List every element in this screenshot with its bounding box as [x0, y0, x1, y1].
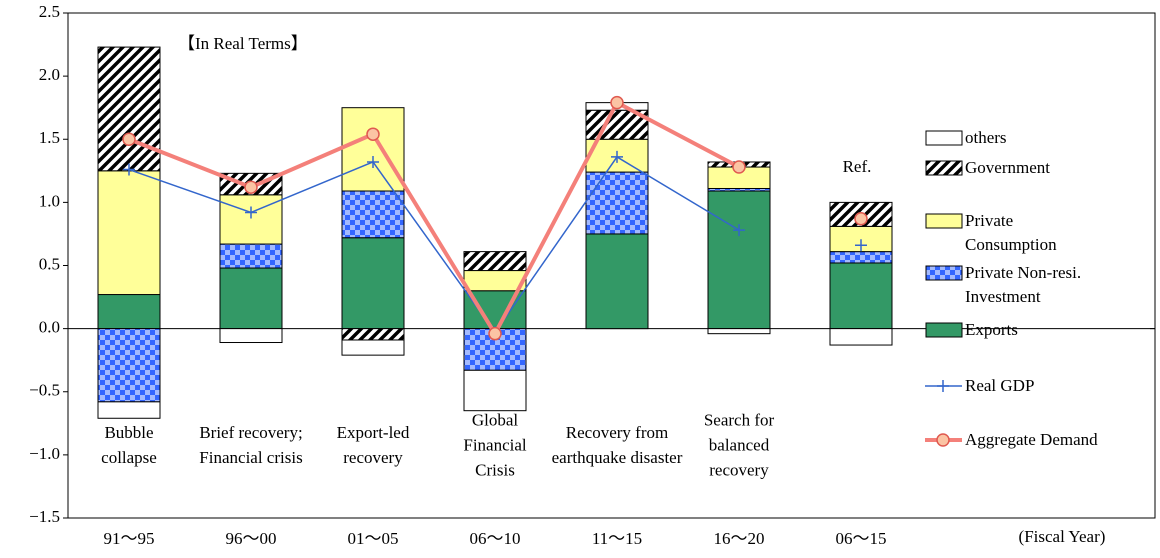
x-tick-label: 96～00: [226, 529, 277, 548]
bar-segment: [463, 251, 527, 272]
bar-segment: [97, 46, 161, 172]
legend-swatch: [925, 265, 963, 281]
bar-segment: [341, 339, 405, 356]
line-marker: [610, 95, 624, 110]
line-marker: [733, 224, 745, 237]
bar-segment: [463, 270, 527, 292]
legend-label: others: [965, 128, 1007, 147]
bar-segment: [219, 328, 283, 344]
bar-segment: [829, 251, 893, 264]
annotation: Ref.: [843, 157, 872, 176]
period-label: Brief recovery; Financial crisis: [199, 423, 303, 467]
legend-label: Private Consumption: [965, 211, 1057, 254]
line-marker: [732, 160, 746, 174]
x-tick-label: 06～10: [470, 529, 521, 548]
bar-segment: [463, 290, 527, 330]
legend-swatch: [925, 160, 963, 176]
legend-swatch: [925, 213, 963, 229]
bar-segment: [829, 328, 893, 346]
subtitle: 【In Real Terms】: [178, 34, 308, 53]
period-label: Global Financial Crisis: [463, 410, 527, 480]
period-label: Search for balanced recovery: [703, 410, 775, 480]
y-tick-label: 0.5: [39, 254, 60, 273]
bar-segment: [219, 267, 283, 330]
legend-label: Aggregate Demand: [965, 430, 1098, 449]
bar-segment: [341, 190, 405, 239]
line-marker: [367, 155, 379, 168]
period-label: Export-led recovery: [336, 423, 410, 467]
y-tick-label: 1.0: [39, 191, 60, 210]
line-marker: [366, 127, 380, 141]
bar-segment: [585, 171, 649, 235]
legend-label: Real GDP: [965, 376, 1035, 395]
legend-label: Private Non-resi. Investment: [965, 263, 1082, 306]
y-tick-label: −1.0: [29, 444, 60, 463]
period-label: Bubble collapse: [101, 423, 157, 467]
bar-segment: [97, 328, 161, 403]
line-marker: [854, 212, 868, 226]
period-label: Recovery from earthquake disaster: [551, 423, 683, 467]
line-marker: [245, 206, 257, 219]
y-tick-label: 0.0: [39, 318, 60, 337]
bar-segment: [585, 233, 649, 330]
bar-segment: [341, 237, 405, 330]
bar-segment: [219, 194, 283, 245]
line: [128, 99, 740, 338]
x-axis-label: (Fiscal Year): [1019, 527, 1106, 546]
line: [128, 155, 740, 334]
legend-marker: [936, 433, 950, 447]
x-tick-label: 91～95: [104, 529, 155, 548]
line-marker: [122, 132, 136, 146]
bar-segment: [97, 401, 161, 419]
x-tick-label: 11～15: [592, 529, 642, 548]
bar-segment: [341, 328, 405, 341]
x-tick-label: 06～15: [836, 529, 887, 548]
line-marker: [244, 180, 258, 194]
line-marker: [855, 239, 867, 252]
legend-label: Exports: [965, 320, 1018, 339]
bar-segment: [341, 107, 405, 192]
legend-label: Government: [965, 158, 1050, 177]
line-marker: [123, 163, 135, 176]
y-tick-label: −1.5: [29, 507, 60, 526]
bar-segment: [219, 243, 283, 269]
x-tick-label: 01～05: [348, 529, 399, 548]
bar-segment: [707, 328, 771, 335]
bar-segment: [707, 190, 771, 330]
bar-segment: [829, 262, 893, 330]
bar-segment: [97, 294, 161, 330]
legend-marker: [937, 380, 949, 392]
bar-segment: [97, 170, 161, 296]
line-marker: [611, 150, 623, 163]
legend-swatch: [925, 130, 963, 146]
legend-swatch: [925, 322, 963, 338]
line-marker: [488, 326, 502, 341]
bar-segment: [463, 369, 527, 412]
y-tick-label: −0.5: [29, 381, 60, 400]
x-tick-label: 16～20: [714, 529, 765, 548]
y-tick-label: 2.5: [39, 2, 60, 21]
y-tick-label: 1.5: [39, 128, 60, 147]
y-tick-label: 2.0: [39, 65, 60, 84]
